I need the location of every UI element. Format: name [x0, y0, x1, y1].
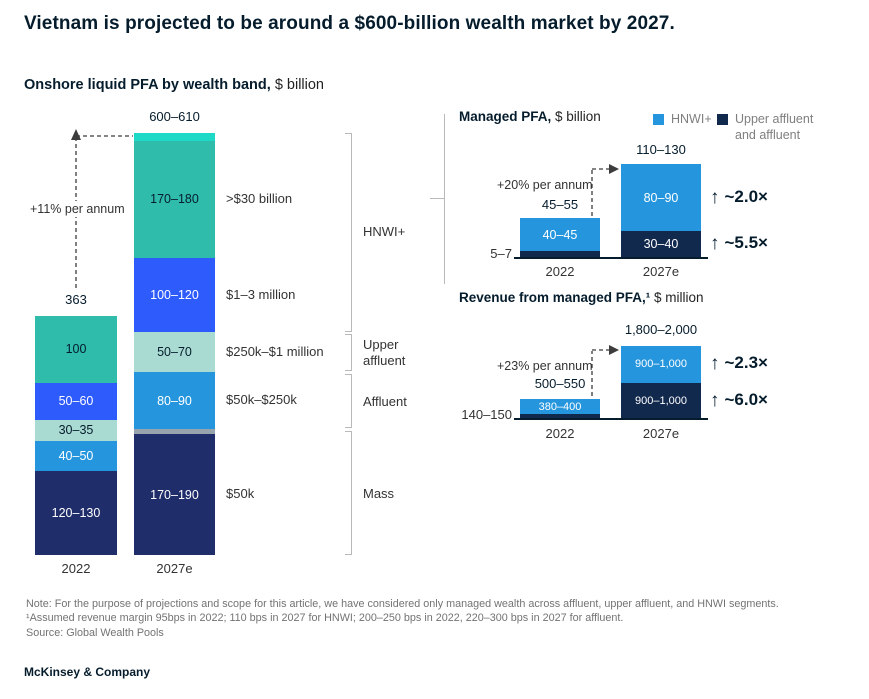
bar-segment: 380–400 — [520, 399, 600, 415]
multiplier-value: ~2.3× — [724, 353, 769, 372]
bar-segment: 900–1,000 — [621, 345, 701, 383]
band-label-30b: >$30 billion — [226, 191, 293, 206]
bar-segment: 100 — [35, 315, 117, 383]
footnotes: Note: For the purpose of projections and… — [26, 597, 856, 640]
bar-segment: 40–50 — [35, 441, 117, 472]
growth-annotation-main: +11% per annum — [27, 201, 128, 217]
bracket-mass — [345, 431, 352, 555]
revenue-axis-2027: 2027e — [642, 426, 680, 441]
revenue-total-2027: 1,800–2,000 — [624, 322, 698, 337]
multiplier-managed-hnwi: ↑ ~2.0× — [710, 187, 768, 207]
band-label-50k: $50k — [226, 486, 255, 501]
managed-bar-2022: 40–45 — [520, 218, 600, 258]
revenue-bar-2022: 380–400 — [520, 399, 600, 420]
band-label-250k-1m: $250k–$1 million — [226, 344, 324, 359]
footnote-note: Note: For the purpose of projections and… — [26, 598, 779, 610]
up-arrow-icon: ↑ — [710, 186, 720, 208]
bar-segment: 40–45 — [520, 218, 600, 251]
bar-segment: 170–190 — [134, 434, 215, 555]
axis-label-2027: 2027e — [156, 561, 193, 576]
bar-segment: 50–70 — [134, 331, 215, 373]
multiplier-value: ~6.0× — [724, 390, 769, 409]
panel-connector-line — [444, 114, 445, 284]
bar-segment: 80–90 — [621, 164, 701, 231]
bracket-label-upper-affluent: Upper affluent — [363, 337, 406, 368]
managed-total-2027: 110–130 — [636, 142, 686, 157]
bar-segment: 170–180 — [134, 140, 215, 259]
bar-segment: 50–60 — [35, 382, 117, 420]
managed-axis-2022: 2022 — [545, 264, 575, 279]
footnote-1: ¹Assumed revenue margin 95bps in 2022; 1… — [26, 612, 624, 625]
page-title: Vietnam is projected to be around a $600… — [24, 13, 675, 34]
managed-outside-label: 5–7 — [490, 246, 512, 261]
up-arrow-icon: ↑ — [710, 389, 720, 411]
bracket-hnwi — [345, 133, 352, 332]
arrowhead-up-icon — [71, 129, 81, 140]
band-label-1-3m: $1–3 million — [226, 287, 296, 302]
revenue-title-unit: $ million — [650, 290, 704, 305]
bar-segment — [134, 132, 215, 141]
revenue-title-label: Revenue from managed PFA,¹ — [459, 290, 651, 305]
bracket-label-hnwi: HNWI+ — [363, 224, 406, 239]
band-label-50k-250k: $50k–$250k — [226, 392, 297, 407]
growth-annotation-revenue: +23% per annum — [497, 359, 593, 373]
legend-label-affluent: Upper affluent and affluent — [735, 112, 814, 142]
legend-item-hnwi: HNWI+ — [653, 112, 712, 128]
mckinsey-logo-text: McKinsey & Company — [24, 665, 151, 679]
arrowhead-right-icon — [609, 345, 619, 355]
bar-segment: 900–1,000 — [621, 382, 701, 420]
chart-subtitle-unit: $ billion — [270, 77, 324, 93]
revenue-total-2022: 500–550 — [534, 376, 586, 391]
growth-annotation-managed: +20% per annum — [497, 178, 593, 192]
bar-segment: 80–90 — [134, 372, 215, 430]
bracket-upper-affluent — [345, 334, 352, 371]
managed-pfa-title-unit: $ billion — [551, 109, 601, 124]
up-arrow-icon: ↑ — [710, 352, 720, 374]
legend-swatch-hnwi — [653, 114, 664, 125]
footnote-source: Source: Global Wealth Pools — [26, 626, 164, 639]
revenue-outside-label: 140–150 — [461, 407, 512, 422]
bar-segment — [520, 414, 600, 420]
multiplier-revenue-hnwi: ↑ ~2.3× — [710, 353, 768, 373]
managed-pfa-title-label: Managed PFA, — [459, 109, 552, 124]
bar-total-2027: 600–610 — [149, 109, 200, 124]
chart-subtitle-label: Onshore liquid PFA by wealth band, — [24, 77, 271, 93]
bar-total-2022: 363 — [65, 292, 87, 307]
multiplier-value: ~5.5× — [724, 233, 769, 252]
legend-label-hnwi: HNWI+ — [671, 112, 712, 126]
bar-segment: 30–40 — [621, 230, 701, 258]
panel-connector-stub — [430, 198, 444, 199]
multiplier-managed-affluent: ↑ ~5.5× — [710, 233, 768, 253]
bar-segment: 120–130 — [35, 471, 117, 555]
bar-segment: 100–120 — [134, 258, 215, 332]
stacked-bar-2022: 120–130 40–50 30–35 50–60 100 — [35, 315, 117, 555]
revenue-axis-2022: 2022 — [545, 426, 575, 441]
managed-total-2022: 45–55 — [541, 197, 579, 212]
bar-segment — [134, 429, 215, 435]
stacked-bar-2027: 170–190 80–90 50–70 100–120 170–180 — [134, 132, 215, 555]
managed-pfa-title: Managed PFA, $ billion — [459, 109, 601, 124]
managed-axis-line — [514, 257, 708, 259]
bracket-affluent — [345, 374, 352, 428]
multiplier-value: ~2.0× — [724, 187, 769, 206]
legend-item-affluent: Upper affluent and affluent — [717, 112, 835, 143]
revenue-axis-line — [514, 418, 708, 420]
arrowhead-right-icon — [609, 164, 619, 174]
bracket-label-mass: Mass — [363, 486, 395, 501]
multiplier-revenue-affluent: ↑ ~6.0× — [710, 390, 768, 410]
managed-axis-2027: 2027e — [642, 264, 680, 279]
chart-subtitle: Onshore liquid PFA by wealth band, $ bil… — [24, 77, 324, 93]
managed-bar-2027: 30–40 80–90 — [621, 164, 701, 258]
revenue-bar-2027: 900–1,000 900–1,000 — [621, 345, 701, 420]
bar-segment — [520, 251, 600, 258]
legend-swatch-affluent — [717, 114, 728, 125]
bracket-label-affluent: Affluent — [363, 394, 407, 409]
axis-label-2022: 2022 — [61, 561, 91, 576]
up-arrow-icon: ↑ — [710, 232, 720, 254]
bar-segment: 30–35 — [35, 419, 117, 442]
revenue-title: Revenue from managed PFA,¹ $ million — [459, 290, 704, 305]
